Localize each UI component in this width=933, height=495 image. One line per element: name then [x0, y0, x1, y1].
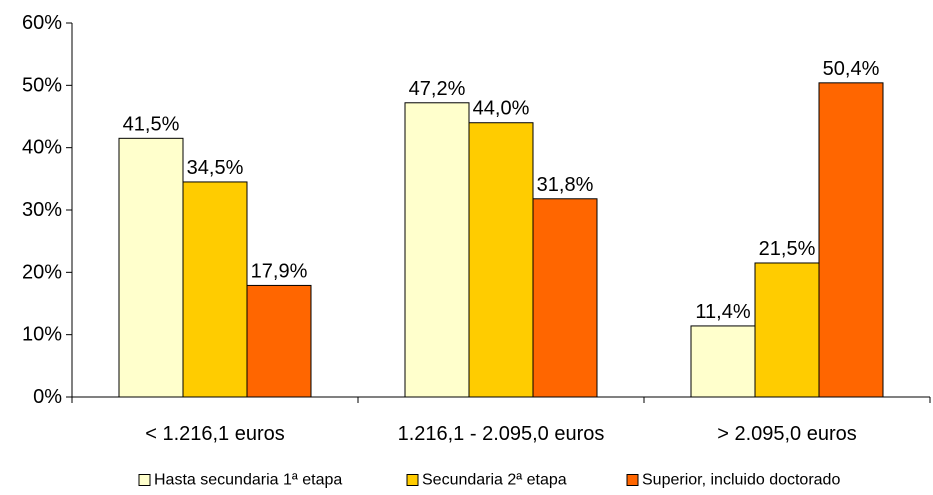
- y-tick-label: 60%: [22, 12, 62, 34]
- y-tick-label: 30%: [22, 199, 62, 221]
- bar: [182, 181, 248, 398]
- legend-label: Superior, incluido doctorado: [642, 472, 840, 489]
- y-axis-ticks: 0% 10% 20% 30% 40% 50% 60%: [22, 12, 72, 408]
- legend: Hasta secundaria 1ª etapa Secundaria 2ª e…: [138, 472, 840, 489]
- bar: [690, 325, 756, 398]
- bar: [468, 122, 534, 398]
- legend-swatch: [626, 474, 639, 486]
- bar: [532, 198, 598, 398]
- bar: [754, 262, 820, 398]
- y-tick-label: 20%: [22, 261, 62, 283]
- legend-swatch: [138, 474, 151, 486]
- y-tick-label: 50%: [22, 74, 62, 96]
- x-axis-ticks: < 1.216,1 euros 1.216,1 - 2.095,0 euros > …: [71, 397, 931, 445]
- legend-label: Hasta secundaria 1ª etapa: [154, 472, 342, 489]
- bar: [404, 102, 470, 398]
- bar: [118, 137, 184, 398]
- data-label: 11,4%: [695, 301, 750, 323]
- bars: [118, 82, 884, 398]
- x-category-label: 1.216,1 - 2.095,0 euros: [398, 423, 605, 445]
- x-category-label: > 2.095,0 euros: [717, 423, 857, 445]
- legend-swatch: [406, 474, 419, 486]
- bar: [246, 284, 312, 398]
- data-label: 50,4%: [823, 58, 880, 80]
- data-label: 47,2%: [409, 78, 466, 100]
- data-label: 34,5%: [187, 157, 244, 179]
- x-category-label: < 1.216,1 euros: [145, 423, 285, 445]
- y-tick-label: 10%: [22, 324, 62, 346]
- legend-label: Secundaria 2ª etapa: [422, 472, 567, 489]
- data-label: 44,0%: [473, 98, 530, 120]
- data-label: 41,5%: [123, 113, 180, 135]
- y-tick-label: 0%: [33, 386, 62, 408]
- y-tick-label: 40%: [22, 137, 62, 159]
- axes: [71, 23, 930, 398]
- data-label: 31,8%: [537, 174, 594, 196]
- data-label: 21,5%: [759, 238, 816, 260]
- data-labels: 41,5% 47,2% 11,4% 34,5% 44,0% 21,5% 17,9% 31,8%…: [123, 58, 880, 323]
- bar: [818, 82, 884, 398]
- data-label: 17,9%: [251, 260, 308, 282]
